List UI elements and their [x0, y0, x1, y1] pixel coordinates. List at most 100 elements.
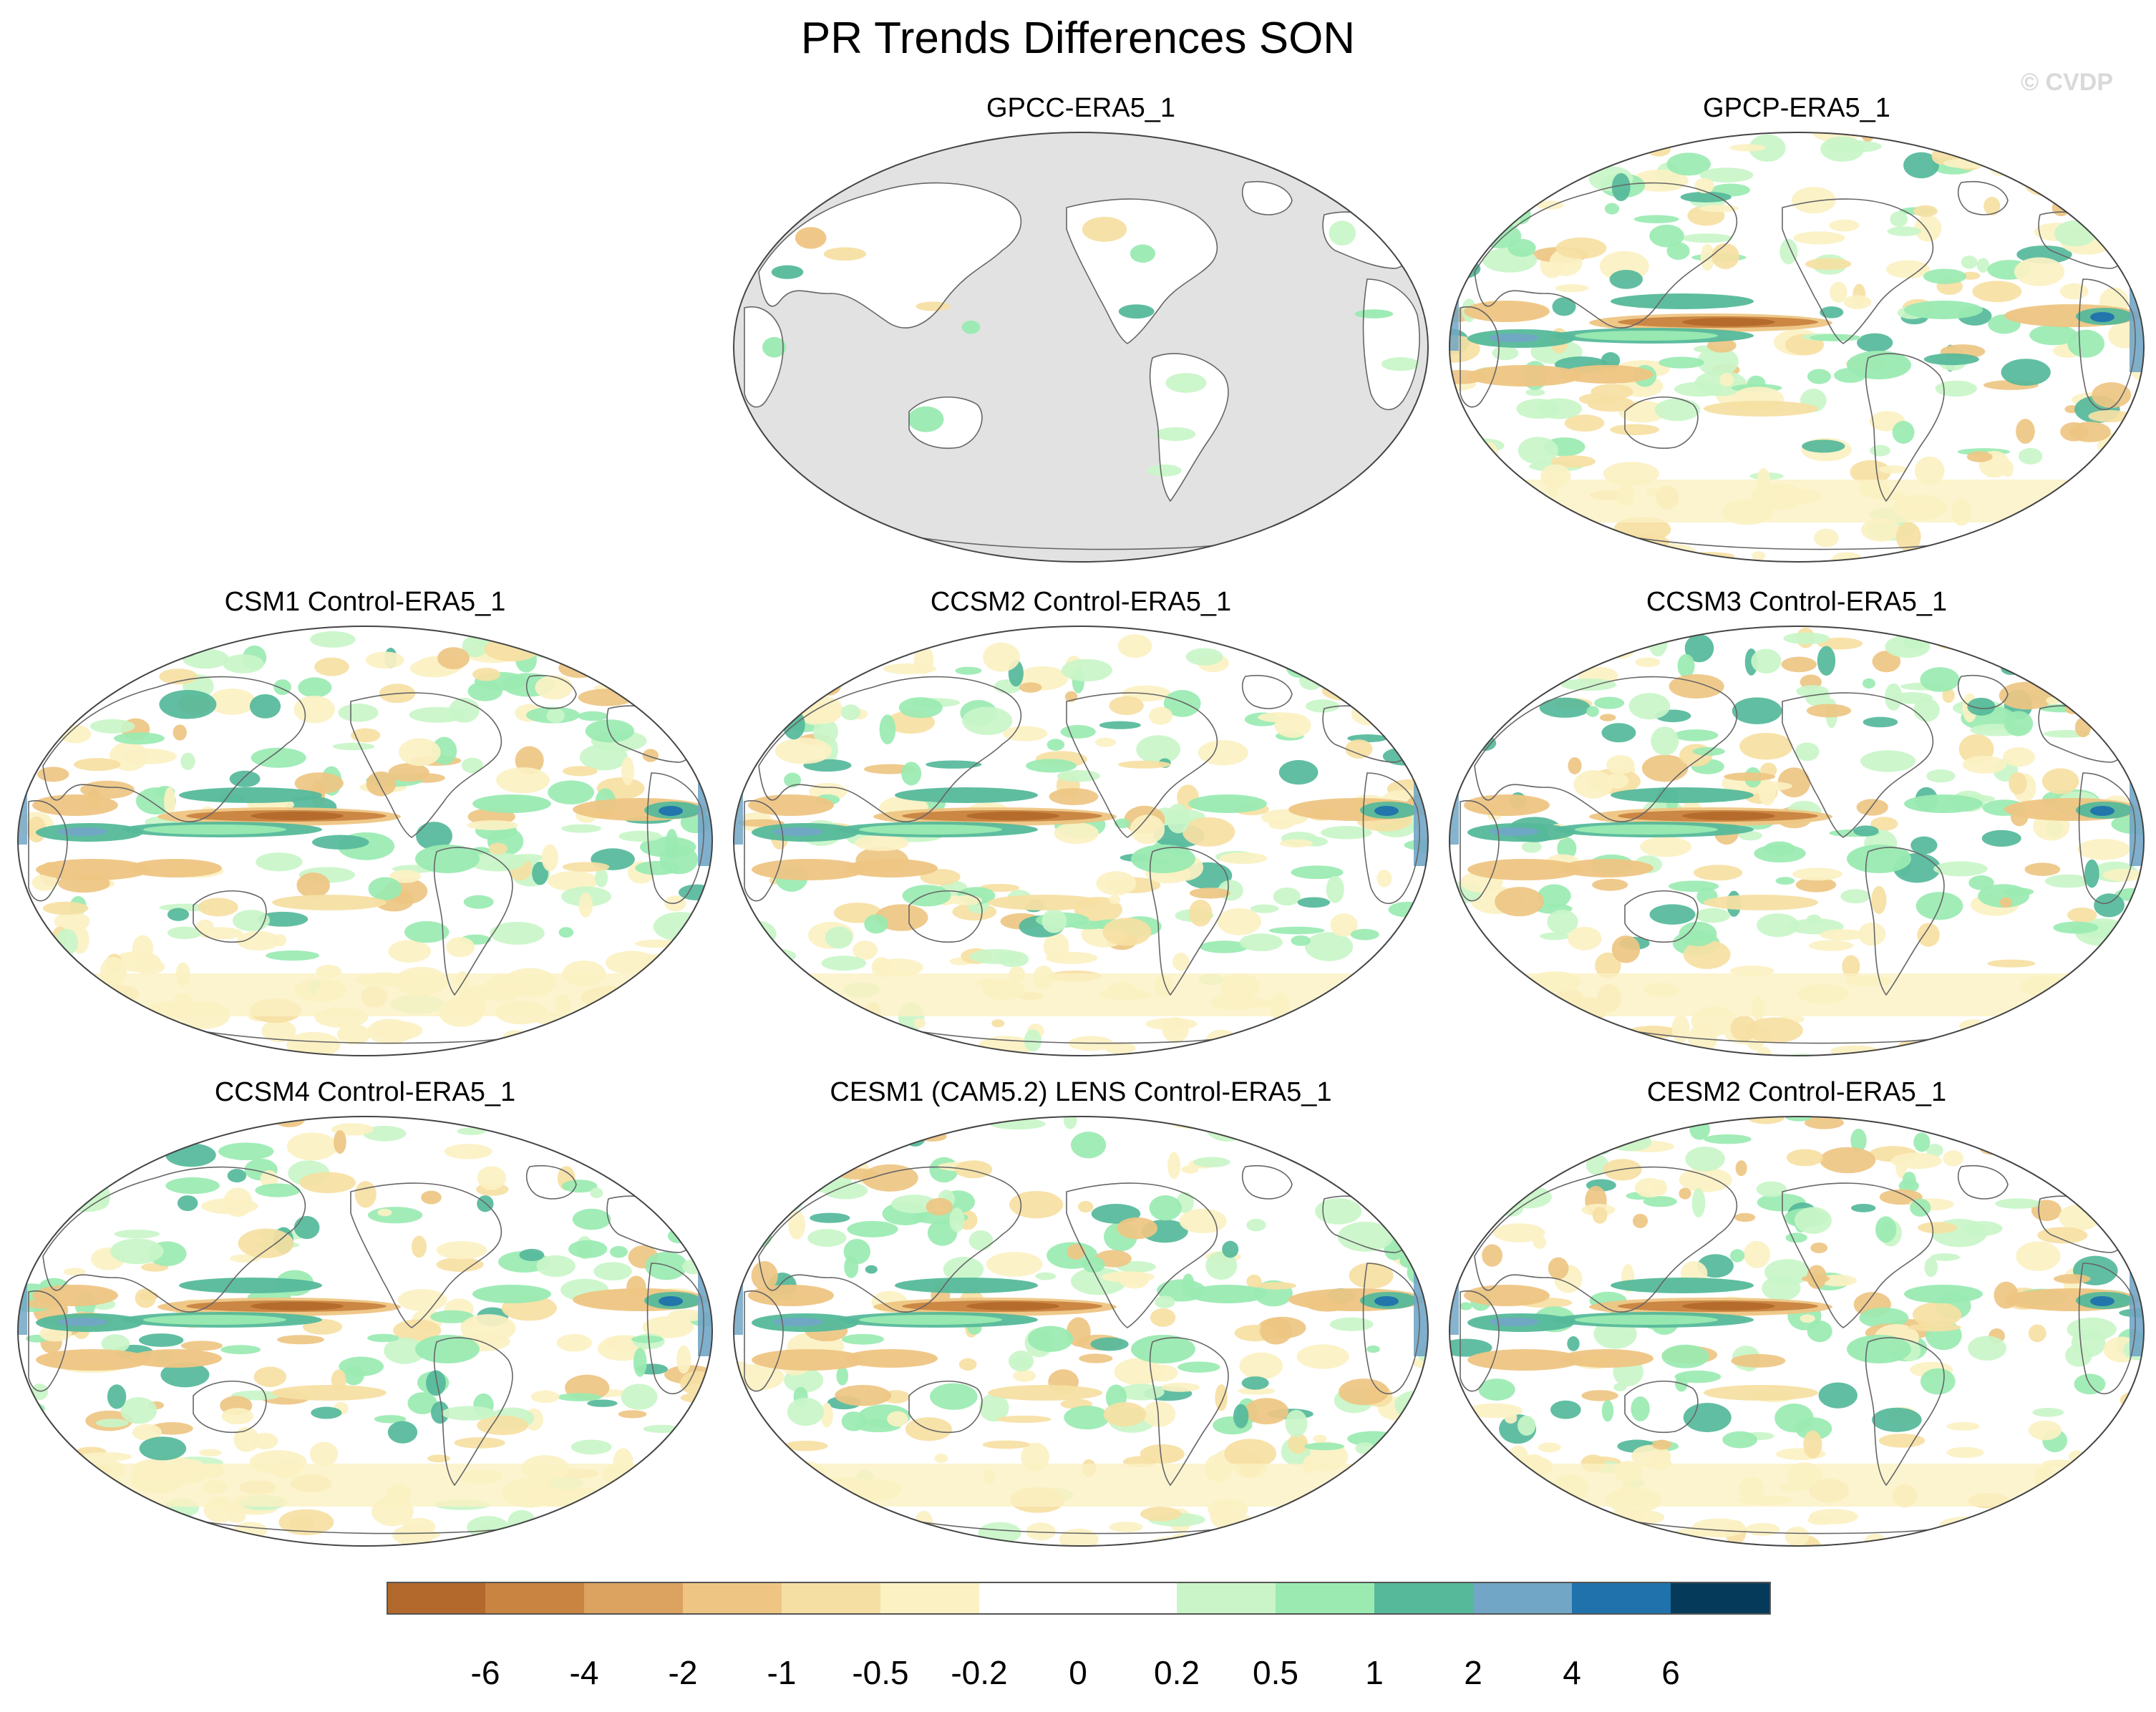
- coastline-samerica: [1865, 847, 1945, 996]
- coastline-namerica: [1782, 1182, 1934, 1328]
- coastline-africa: [744, 800, 784, 902]
- colorbar-tick-label: -1: [767, 1654, 797, 1691]
- map-field: [734, 626, 1428, 1056]
- map-panel-ccsm4: CCSM4 Control-ERA5_1: [14, 1077, 716, 1571]
- coastline-africa: [28, 1290, 68, 1392]
- colorbar-tick-label: -4: [569, 1654, 599, 1691]
- map-plot: [1449, 1116, 2145, 1547]
- coastline-greenland: [1241, 1164, 1293, 1200]
- map-plot: [733, 1116, 1429, 1547]
- map-plot: [17, 626, 713, 1056]
- colorbar-box: [1572, 1582, 1671, 1613]
- coastline-samerica: [1149, 1337, 1229, 1487]
- map-border: [1449, 1116, 2145, 1547]
- coastline-africa: [28, 800, 68, 902]
- coastline-greenland: [525, 674, 577, 709]
- map-border: [1449, 626, 2145, 1056]
- coastline-samerica: [433, 1337, 513, 1487]
- coastline-greenland: [1957, 180, 2009, 215]
- colorbar-box: [485, 1582, 585, 1613]
- coastline-africa2: [646, 772, 704, 905]
- coastline-asia: [42, 1166, 306, 1313]
- map-border: [17, 626, 713, 1056]
- colorbar-box: [683, 1582, 782, 1613]
- coastline-africa: [744, 306, 784, 408]
- map-field: [18, 1117, 712, 1546]
- coastline-samerica: [1865, 353, 1945, 502]
- coastline-namerica: [1066, 1182, 1218, 1328]
- coastline-greenland: [1241, 674, 1293, 709]
- coastline-samerica: [1149, 847, 1229, 996]
- colorbar-box: [1374, 1582, 1474, 1613]
- coastline-asia: [758, 1166, 1022, 1313]
- coastline-namerica: [1066, 692, 1218, 838]
- map-border: [1449, 132, 2145, 563]
- map-panel-title: CCSM3 Control-ERA5_1: [1646, 587, 1948, 617]
- coastline-namerica: [350, 692, 502, 838]
- coastline-africa2: [1362, 1263, 1420, 1395]
- map-panel-title: CSM1 Control-ERA5_1: [224, 587, 506, 617]
- coastline-greenland: [525, 1164, 577, 1200]
- map-panel-ccsm2: CCSM2 Control-ERA5_1: [730, 587, 1432, 1081]
- colorbar-box: [1276, 1582, 1375, 1613]
- coastline-australia: [1624, 396, 1699, 449]
- map-panel-title: CESM1 (CAM5.2) LENS Control-ERA5_1: [830, 1077, 1332, 1107]
- map-panel-gpcp: GPCP-ERA5_1: [1446, 93, 2147, 587]
- colorbar-tick-label: 6: [1661, 1654, 1680, 1691]
- coastline-australia: [193, 1380, 267, 1434]
- map-plot: [733, 132, 1429, 563]
- colorbar-box: [979, 1582, 1079, 1613]
- map-border: [733, 132, 1429, 563]
- map-panel-title: CCSM2 Control-ERA5_1: [930, 587, 1232, 617]
- colorbar-tick-label: 4: [1563, 1654, 1581, 1691]
- colorbar-tick-label: 1: [1365, 1654, 1384, 1691]
- colorbar-box: [584, 1582, 684, 1613]
- coastline-asia: [758, 676, 1022, 822]
- figure-title: PR Trends Differences SON: [800, 14, 1356, 63]
- coastline-greenland: [1957, 674, 2009, 709]
- coastline-africa2: [1362, 772, 1420, 905]
- coastline-africa: [1460, 306, 1500, 408]
- map-field: [1450, 132, 2144, 562]
- colorbar-box: [1671, 1582, 1770, 1613]
- map-field: [734, 1117, 1428, 1546]
- coastline-samerica: [1865, 1337, 1945, 1487]
- colorbar: [387, 1582, 1770, 1615]
- map-panel-title: GPCC-ERA5_1: [986, 93, 1175, 123]
- colorbar-box: [782, 1582, 881, 1613]
- colorbar-box: [387, 1582, 486, 1613]
- coastline-namerica: [1066, 198, 1218, 344]
- coastline-samerica: [433, 847, 513, 996]
- map-field: [1450, 626, 2144, 1056]
- map-plot: [17, 1116, 713, 1547]
- colorbar-box: [1078, 1582, 1177, 1613]
- coastline-samerica: [1149, 353, 1229, 502]
- map-field: [734, 132, 1428, 562]
- coastline-africa: [1460, 1290, 1500, 1392]
- map-panel-gpcc: GPCC-ERA5_1: [730, 93, 1432, 587]
- colorbar-tick-label: -6: [470, 1654, 500, 1691]
- coastline-australia: [1624, 890, 1699, 943]
- colorbar-tick-label: -0.2: [951, 1654, 1008, 1691]
- coastline-asia: [1474, 676, 1738, 822]
- map-panel-title: GPCP-ERA5_1: [1703, 93, 1890, 123]
- map-panel-title: CESM2 Control-ERA5_1: [1646, 1077, 1947, 1107]
- colorbar-tick-label: -2: [668, 1654, 698, 1691]
- colorbar-tick-label: 2: [1464, 1654, 1482, 1691]
- coastline-africa: [744, 1290, 784, 1392]
- colorbar-tick-label: -0.5: [852, 1654, 909, 1691]
- colorbar-tick-label: 0: [1069, 1654, 1087, 1691]
- coastline-namerica: [350, 1182, 502, 1328]
- coastline-greenland: [1957, 1164, 2009, 1200]
- coastline-africa2: [646, 1263, 704, 1395]
- colorbar-tick-label: 0.5: [1253, 1654, 1298, 1691]
- map-panel-csm1: CSM1 Control-ERA5_1: [14, 587, 716, 1081]
- colorbar-box: [880, 1582, 980, 1613]
- map-border: [733, 1116, 1429, 1547]
- coastline-africa2: [1362, 278, 1420, 411]
- colorbar-frame: [387, 1582, 1771, 1615]
- coastline-asia: [1474, 182, 1738, 329]
- coastline-namerica: [1782, 692, 1934, 838]
- map-panel-cesm2: CESM2 Control-ERA5_1: [1446, 1077, 2147, 1571]
- map-border: [733, 626, 1429, 1056]
